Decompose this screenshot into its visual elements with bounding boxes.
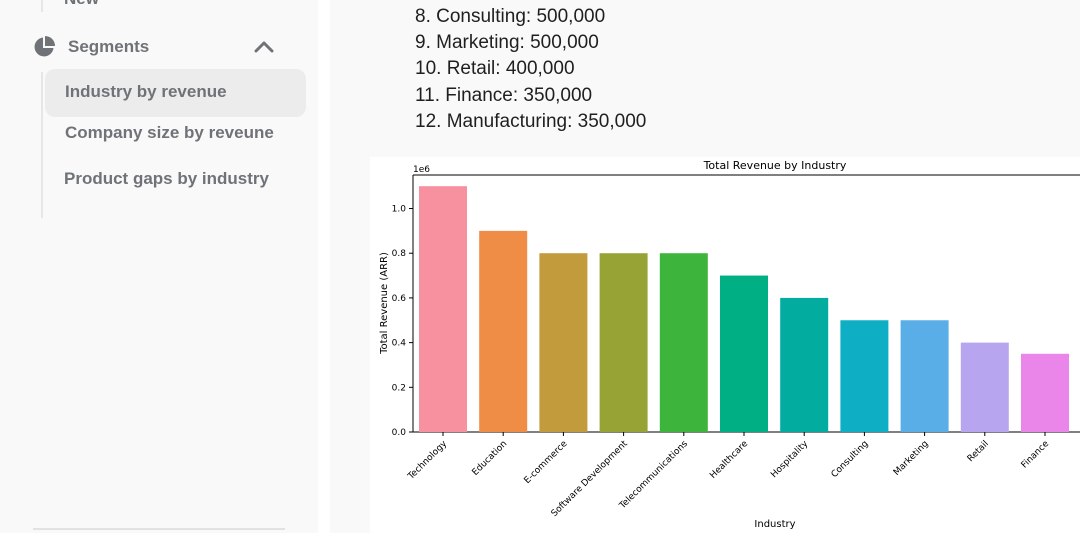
list-item: 11. Finance: 350,000 <box>415 84 593 106</box>
sidebar-item-industry-by-revenue[interactable]: Industry by revenue <box>45 69 306 117</box>
sidebar: New Segments Industry by revenue Company… <box>0 0 318 533</box>
bar <box>539 253 588 432</box>
sidebar-item-new[interactable]: New <box>64 0 99 9</box>
chevron-up-icon[interactable] <box>254 37 274 57</box>
sidebar-item-company-size-by-revenue[interactable]: Company size by reveune <box>65 123 274 142</box>
y-tick-label: 0.8 <box>392 249 407 259</box>
x-tick-label: Hospitality <box>769 439 811 481</box>
segments-label: Segments <box>68 37 150 56</box>
revenue-list: 8. Consulting: 500,000 9. Marketing: 500… <box>415 4 646 135</box>
x-tick-label: Marketing <box>892 439 931 478</box>
bar <box>419 186 467 432</box>
x-tick-label: Technology <box>406 439 450 483</box>
list-item: 12. Manufacturing: 350,000 <box>415 110 647 132</box>
y-tick-label: 0.6 <box>392 294 407 304</box>
x-tick-label: Education <box>471 439 510 478</box>
sidebar-item-product-gaps-by-industry[interactable]: Product gaps by industry <box>64 169 269 188</box>
y-tick-label: 0.4 <box>392 339 407 349</box>
bar <box>960 342 1009 432</box>
y-axis-label: Total Revenue (ARR) <box>379 252 390 355</box>
bar <box>840 320 889 432</box>
chart-image: Technology Education E-commerce Software De… <box>370 157 1080 533</box>
chart-title: Total Revenue by Industry <box>703 159 847 172</box>
pie-chart-icon <box>34 36 55 57</box>
x-axis-label: Industry <box>754 519 795 530</box>
sidebar-item-label: Industry by revenue <box>65 82 227 101</box>
bar <box>599 253 648 432</box>
bar <box>720 275 768 432</box>
y-tick-label: 0.0 <box>392 428 407 438</box>
bar <box>479 230 528 432</box>
x-tick-label: Retail <box>966 439 991 464</box>
y-tick-label: 1.0 <box>392 205 407 215</box>
list-item: 8. Consulting: 500,000 <box>415 6 606 27</box>
list-item: 9. Marketing: 500,000 <box>415 32 599 54</box>
divider <box>33 528 285 530</box>
segments-section-toggle[interactable]: Segments <box>30 31 280 63</box>
tree-line <box>41 0 43 12</box>
y-multiplier-label: 1e6 <box>413 165 430 175</box>
bar <box>780 297 829 432</box>
x-tick-label: Finance <box>1020 439 1052 471</box>
bar <box>900 320 949 432</box>
x-tick-label: Healthcare <box>708 439 750 481</box>
tree-line <box>41 72 43 218</box>
x-tick-label: Telecommunications <box>617 439 690 512</box>
x-tick-label: Consulting <box>830 439 871 480</box>
bar <box>1021 353 1069 432</box>
x-tick-label: E-commerce <box>523 439 570 486</box>
y-tick-label: 0.2 <box>392 383 406 393</box>
list-item: 10. Retail: 400,000 <box>415 58 575 80</box>
bar <box>659 253 708 432</box>
